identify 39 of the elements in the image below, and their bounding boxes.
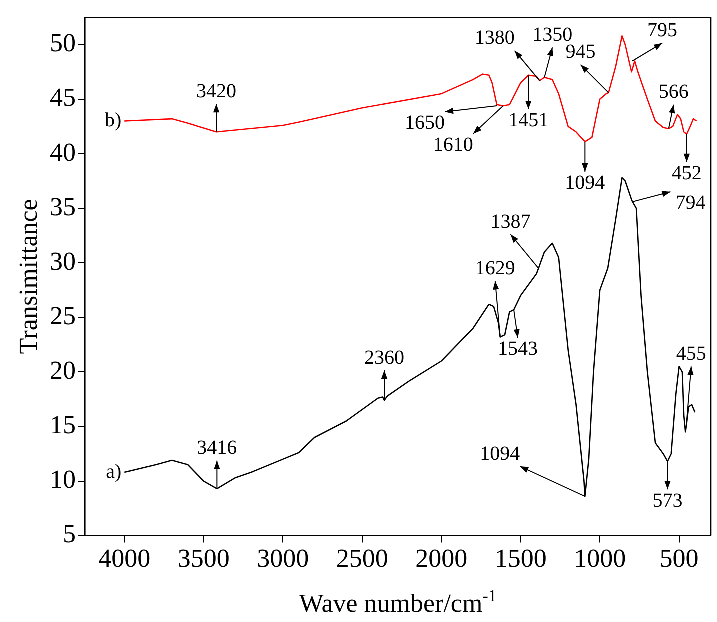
annotation: 573 [652,490,683,512]
y-tick-label: 10 [50,465,76,494]
y-tick-label: 5 [63,520,76,549]
annotation: 3420 [196,80,237,102]
x-tick-label: 3000 [257,544,310,574]
annotation: 2360 [364,346,405,369]
y-tick-label: 20 [50,356,76,385]
annotation: 1650 [405,112,446,134]
annotation: 1380 [474,27,515,50]
x-tick-label: 2000 [416,544,468,574]
annotation: 1094 [565,172,606,194]
annotation: 1451 [508,110,549,132]
y-tick-label: 15 [50,410,76,440]
y-tick-label: 40 [50,138,76,167]
annotation: 795 [648,19,678,42]
x-tick-label: 500 [660,544,699,574]
x-tick-label: 2500 [336,544,388,574]
y-tick-label: 45 [50,83,76,112]
annotation: 1610 [433,134,474,156]
y-axis-title: Transimittance [14,199,43,354]
annotation: 3416 [197,437,238,460]
annotation: 794 [676,192,706,214]
y-tick-label: 30 [50,246,76,276]
x-tick-label: 1500 [494,544,547,574]
annotation: 566 [658,81,689,104]
series-label: b) [104,109,122,132]
x-tick-label: 1000 [574,544,626,574]
annotation: 1387 [490,210,531,233]
annotation: 1543 [498,338,538,360]
y-tick-label: 25 [50,301,76,330]
annotation: 1094 [480,442,520,465]
x-tick-label: 4000 [98,544,151,574]
series-label: a) [106,460,122,483]
x-tick-label: 3500 [178,544,230,574]
y-tick-label: 35 [50,192,76,222]
annotation: 1629 [475,258,516,280]
y-tick-label: 50 [50,28,76,58]
annotation: 452 [672,162,702,185]
annotation: 455 [676,342,706,365]
